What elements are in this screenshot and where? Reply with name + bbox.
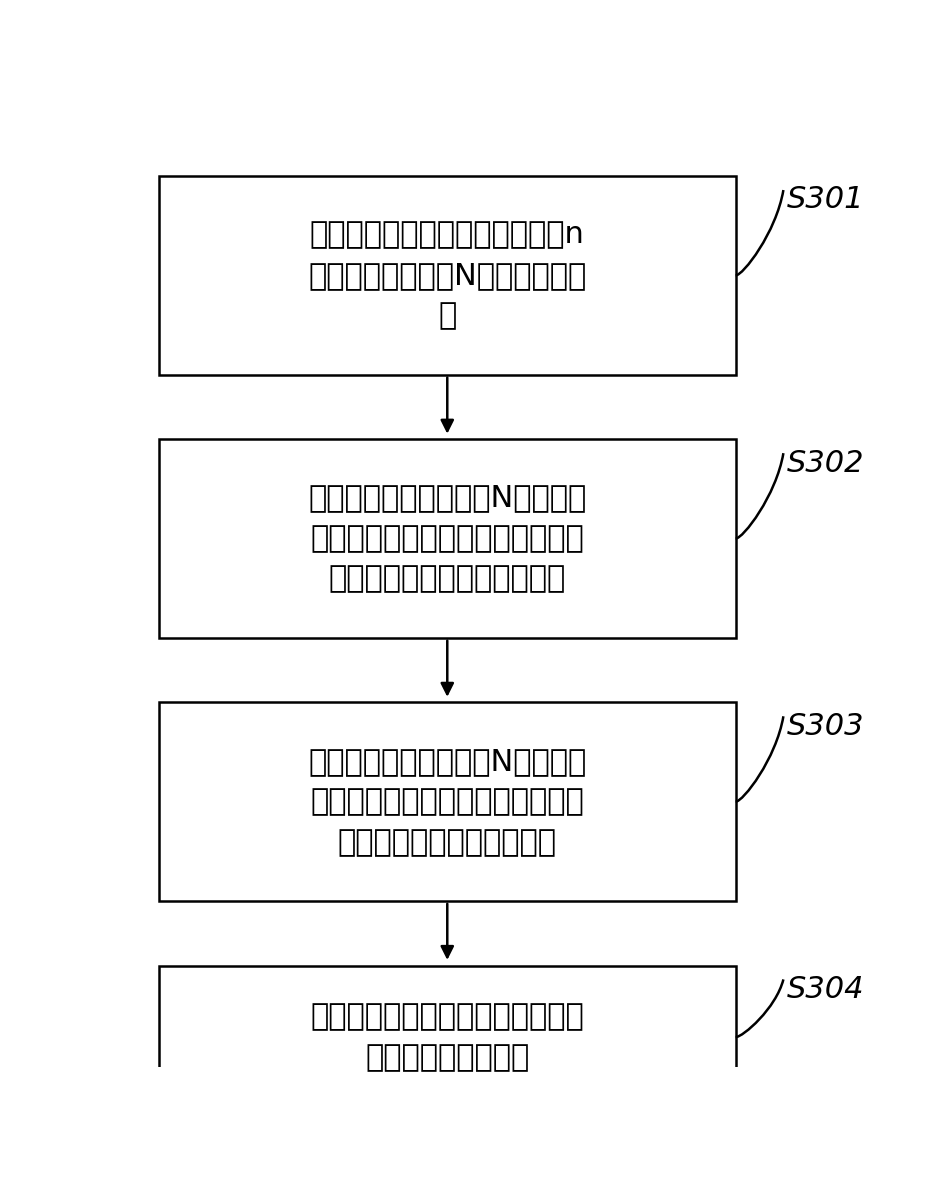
Text: 确定参考位姿，并计算N个位姿学
习样本的工件图像相对于参考位姿
的工件图像的图像矩向量差: 确定参考位姿，并计算N个位姿学 习样本的工件图像相对于参考位姿 的工件图像的图像… bbox=[308, 747, 587, 856]
Text: S303: S303 bbox=[787, 712, 865, 741]
Text: S304: S304 bbox=[787, 975, 865, 1004]
Bar bbox=[159, 703, 736, 900]
Text: 在机械臂的运动范围内随机选择n
组位姿向量，组成N个位姿学习样
本: 在机械臂的运动范围内随机选择n 组位姿向量，组成N个位姿学习样 本 bbox=[308, 221, 587, 331]
Bar bbox=[159, 439, 736, 638]
Text: 将各图像矩向量差与对应的位姿学
习样本作为训练样本: 将各图像矩向量差与对应的位姿学 习样本作为训练样本 bbox=[310, 1002, 584, 1072]
Bar bbox=[159, 176, 736, 374]
Bar bbox=[159, 965, 736, 1109]
Text: S301: S301 bbox=[787, 186, 865, 215]
Text: S302: S302 bbox=[787, 448, 865, 477]
Text: 控制机械臂依次定位到N个位姿学
习样本，并通过图像采集装置采集
当前位姿学习样本的工件图像: 控制机械臂依次定位到N个位姿学 习样本，并通过图像采集装置采集 当前位姿学习样本… bbox=[308, 483, 587, 594]
